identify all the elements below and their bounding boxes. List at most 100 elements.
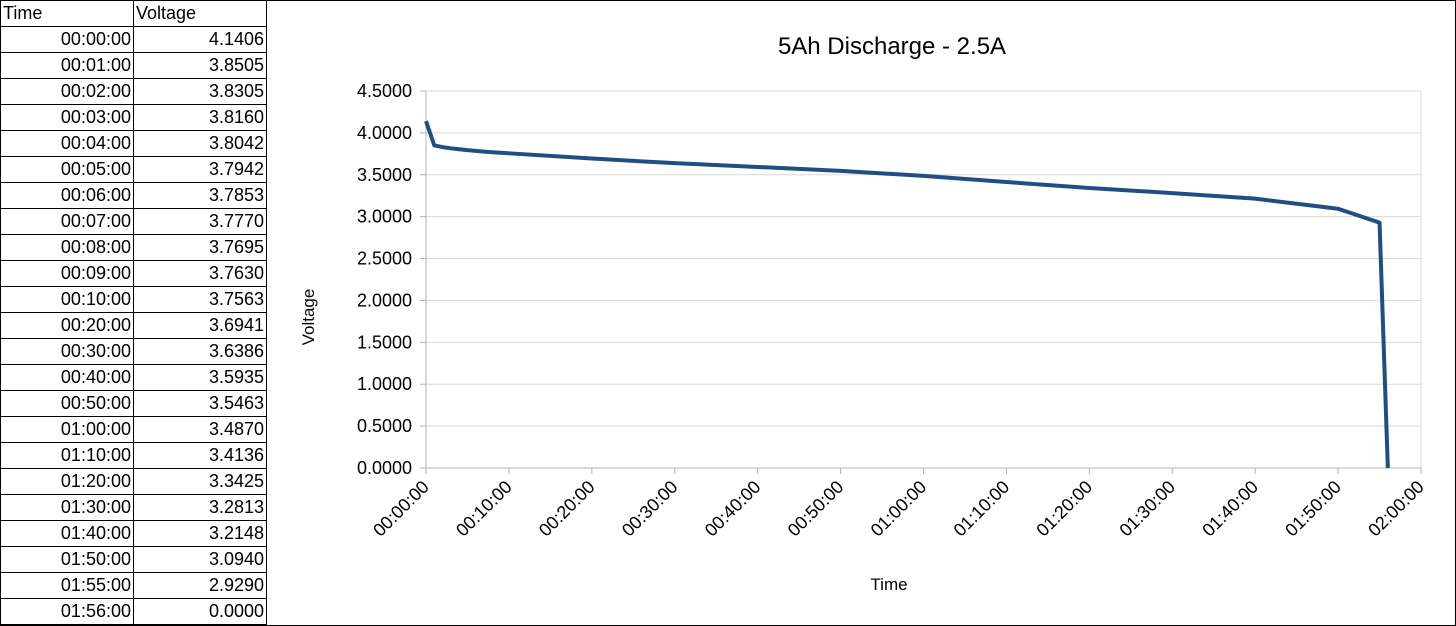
cell-time[interactable]: 01:20:00 [0, 468, 134, 495]
cell-voltage[interactable]: 4.1406 [133, 26, 267, 53]
y-tick-label: 3.5000 [357, 165, 412, 185]
table-row: 00:20:00 3.6941 [0, 312, 267, 339]
x-tick-label: 02:00:00 [1364, 477, 1428, 541]
cell-time[interactable]: 00:03:00 [0, 104, 134, 131]
x-tick-label: 01:30:00 [1115, 477, 1179, 541]
x-tick-label: 01:50:00 [1281, 477, 1345, 541]
cell-time[interactable]: 00:09:00 [0, 260, 134, 287]
table-row: 00:04:00 3.8042 [0, 130, 267, 157]
x-tick-label: 00:10:00 [452, 477, 516, 541]
cell-time[interactable]: 00:05:00 [0, 156, 134, 183]
cell-time[interactable]: 00:08:00 [0, 234, 134, 261]
x-axis-label: Time [870, 575, 907, 594]
cell-voltage[interactable]: 3.4870 [133, 416, 267, 443]
cell-time[interactable]: 00:20:00 [0, 312, 134, 339]
y-tick-label: 0.0000 [357, 458, 412, 478]
table-row: 01:50:00 3.0940 [0, 546, 267, 573]
column-header-voltage[interactable]: Voltage [133, 0, 267, 27]
cell-voltage[interactable]: 3.7853 [133, 182, 267, 209]
cell-time[interactable]: 01:55:00 [0, 572, 134, 599]
cell-time[interactable]: 00:00:00 [0, 26, 134, 53]
cell-voltage[interactable]: 2.9290 [133, 572, 267, 599]
cell-voltage[interactable]: 3.7563 [133, 286, 267, 313]
table-row: 01:00:00 3.4870 [0, 416, 267, 443]
y-axis-label: Voltage [299, 289, 318, 346]
table-body: 00:00:00 4.1406 00:01:00 3.8505 00:02:00 3.83… [0, 26, 267, 625]
cell-time[interactable]: 00:10:00 [0, 286, 134, 313]
cell-voltage[interactable]: 0.0000 [133, 598, 267, 625]
y-tick-label: 0.5000 [357, 416, 412, 436]
table-row: 00:30:00 3.6386 [0, 338, 267, 365]
data-table: Time Voltage 00:00:00 4.1406 00:01:00 3.850… [0, 0, 267, 625]
cell-voltage[interactable]: 3.6386 [133, 338, 267, 365]
x-tick-label: 01:40:00 [1198, 477, 1262, 541]
column-header-time[interactable]: Time [0, 0, 134, 27]
cell-voltage[interactable]: 3.8042 [133, 130, 267, 157]
cell-time[interactable]: 00:06:00 [0, 182, 134, 209]
y-tick-label: 1.5000 [357, 332, 412, 352]
series-line [424, 120, 1390, 469]
cell-time[interactable]: 00:07:00 [0, 208, 134, 235]
cell-voltage[interactable]: 3.2813 [133, 494, 267, 521]
table-row: 01:10:00 3.4136 [0, 442, 267, 469]
chart-title: 5Ah Discharge - 2.5A [778, 33, 1006, 60]
cell-voltage[interactable]: 3.8160 [133, 104, 267, 131]
y-tick-label: 1.0000 [357, 374, 412, 394]
cell-voltage[interactable]: 3.7770 [133, 208, 267, 235]
cell-voltage[interactable]: 3.8505 [133, 52, 267, 79]
y-tick-label: 4.0000 [357, 123, 412, 143]
table-row: 01:20:00 3.3425 [0, 468, 267, 495]
cell-time[interactable]: 00:02:00 [0, 78, 134, 105]
x-tick-label: 01:10:00 [950, 477, 1014, 541]
table-row: 00:05:00 3.7942 [0, 156, 267, 183]
x-tick-label: 00:20:00 [535, 477, 599, 541]
y-tick-label: 2.5000 [357, 249, 412, 269]
table-row: 00:08:00 3.7695 [0, 234, 267, 261]
x-tick-label: 00:40:00 [701, 477, 765, 541]
cell-voltage[interactable]: 3.3425 [133, 468, 267, 495]
cell-time[interactable]: 00:30:00 [0, 338, 134, 365]
y-tick-labels: 4.5000 4.0000 3.5000 3.0000 2.5000 2.0000 1.50… [357, 81, 412, 478]
cell-voltage[interactable]: 3.4136 [133, 442, 267, 469]
cell-time[interactable]: 00:40:00 [0, 364, 134, 391]
table-row: 00:50:00 3.5463 [0, 390, 267, 417]
table-row: 01:40:00 3.2148 [0, 520, 267, 547]
table-row: 00:07:00 3.7770 [0, 208, 267, 235]
cell-voltage[interactable]: 3.2148 [133, 520, 267, 547]
cell-time[interactable]: 01:50:00 [0, 546, 134, 573]
cell-voltage[interactable]: 3.7942 [133, 156, 267, 183]
cell-voltage[interactable]: 3.7630 [133, 260, 267, 287]
table-row: 01:30:00 3.2813 [0, 494, 267, 521]
table-row: 01:56:00 0.0000 [0, 598, 267, 625]
cell-time[interactable]: 01:10:00 [0, 442, 134, 469]
table-row: 00:10:00 3.7563 [0, 286, 267, 313]
y-tick-label: 2.0000 [357, 290, 412, 310]
table-row: 00:40:00 3.5935 [0, 364, 267, 391]
cell-time[interactable]: 01:40:00 [0, 520, 134, 547]
y-tick-label: 3.0000 [357, 207, 412, 227]
cell-voltage[interactable]: 3.0940 [133, 546, 267, 573]
cell-time[interactable]: 00:04:00 [0, 130, 134, 157]
x-tick-label: 00:30:00 [618, 477, 682, 541]
table-row: 00:03:00 3.8160 [0, 104, 267, 131]
x-tick-label: 01:00:00 [867, 477, 931, 541]
cell-voltage[interactable]: 3.5463 [133, 390, 267, 417]
cell-voltage[interactable]: 3.6941 [133, 312, 267, 339]
cell-time[interactable]: 00:01:00 [0, 52, 134, 79]
table-row: 00:01:00 3.8505 [0, 52, 267, 79]
axes [420, 90, 1422, 474]
x-tick-labels: 00:00:00 00:10:00 00:20:00 00:30:00 00:40:00… [369, 477, 1428, 541]
cell-voltage[interactable]: 3.5935 [133, 364, 267, 391]
series-voltage [424, 120, 1390, 469]
y-tick-label: 4.5000 [357, 81, 412, 101]
cell-time[interactable]: 01:56:00 [0, 598, 134, 625]
cell-time[interactable]: 00:50:00 [0, 390, 134, 417]
table-header-row: Time Voltage [0, 0, 267, 27]
table-row: 00:02:00 3.8305 [0, 78, 267, 105]
cell-time[interactable]: 01:30:00 [0, 494, 134, 521]
table-row: 00:06:00 3.7853 [0, 182, 267, 209]
cell-time[interactable]: 01:00:00 [0, 416, 134, 443]
x-tick-label: 01:20:00 [1032, 477, 1096, 541]
cell-voltage[interactable]: 3.8305 [133, 78, 267, 105]
cell-voltage[interactable]: 3.7695 [133, 234, 267, 261]
